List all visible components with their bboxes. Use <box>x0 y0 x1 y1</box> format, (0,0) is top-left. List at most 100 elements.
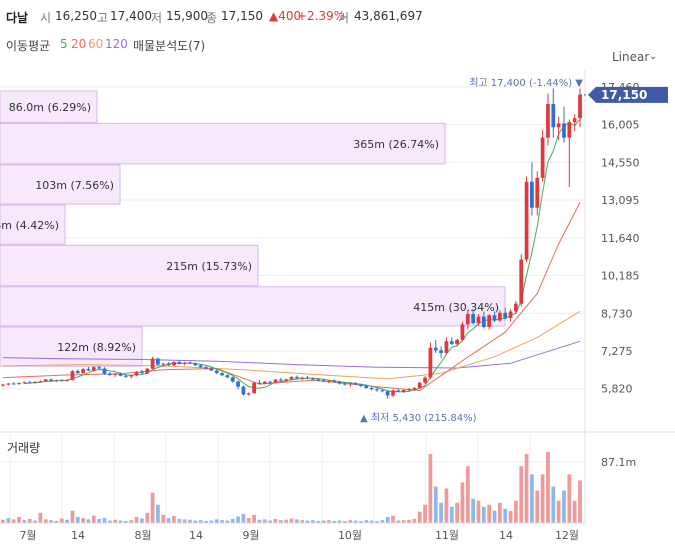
candle-body <box>236 381 240 387</box>
volume-bar <box>471 498 476 523</box>
candle-body <box>332 380 337 382</box>
volume-bar <box>530 474 534 523</box>
candle-body <box>246 393 251 395</box>
low-label: 저 <box>151 11 163 25</box>
candle-body <box>391 390 395 396</box>
ma-period-120[interactable]: 120 <box>105 37 128 51</box>
volume-bar <box>220 520 224 523</box>
volume-bar <box>385 516 390 523</box>
candle-body <box>193 363 198 366</box>
candle-body <box>423 377 427 383</box>
candle-body <box>156 358 160 365</box>
volume-bar <box>562 490 566 523</box>
volume-bar <box>70 510 75 523</box>
x-tick-label: 14 <box>71 529 85 542</box>
volume-bar <box>75 516 80 523</box>
volume-profile-label: 415m (30.34%) <box>413 301 499 314</box>
volume-bar <box>572 500 577 523</box>
moving-average-line <box>2 340 581 369</box>
volume-bar <box>225 520 230 523</box>
moving-average-label[interactable]: 이동평균 <box>6 39 51 53</box>
volume-bar <box>380 520 385 523</box>
candle-body <box>487 315 492 327</box>
volume-tick-label: 87.1m <box>601 456 636 469</box>
volume-bar <box>364 520 369 523</box>
candle-body <box>385 391 390 396</box>
volume-bar <box>476 500 481 523</box>
volume-profile-label[interactable]: 매물분석도(7) <box>133 39 206 53</box>
close-price: 17,150 <box>221 9 263 23</box>
candle-body <box>107 373 112 375</box>
volume-bar <box>455 502 459 523</box>
candle-body <box>65 379 69 381</box>
candle-body <box>198 365 203 368</box>
candle-body <box>75 371 80 374</box>
candle-body <box>514 303 518 312</box>
candle-body <box>70 371 75 380</box>
candle-body <box>337 381 342 384</box>
volume-bar <box>166 518 171 523</box>
volume-bar <box>348 520 353 523</box>
candle-body <box>524 181 529 260</box>
high-label: 고 <box>97 11 109 25</box>
current-price-label: 17,150 <box>601 88 647 102</box>
candle-body <box>262 381 267 384</box>
candle-body <box>225 375 230 378</box>
volume-bar <box>492 510 497 523</box>
volume-bar <box>428 454 433 523</box>
volume-bar <box>343 520 347 523</box>
volume-bar <box>257 519 262 523</box>
volume-bar <box>316 520 321 523</box>
volume-bar <box>22 520 27 523</box>
price-change: ▲400 <box>269 9 302 23</box>
candle-body <box>177 362 182 364</box>
volume-bar <box>401 520 406 523</box>
candle-body <box>327 380 331 382</box>
volume-bar <box>359 520 363 523</box>
candle-body <box>27 382 32 384</box>
x-tick-label: 12월 <box>555 529 579 542</box>
volume-bar <box>551 486 556 523</box>
volume-bar <box>177 518 182 523</box>
volume-bar <box>198 520 203 523</box>
volume-bar <box>49 520 53 523</box>
volume-bar <box>107 520 112 523</box>
candle-body <box>396 390 401 392</box>
volume-bar <box>156 504 160 523</box>
ma-period-5[interactable]: 5 <box>60 37 68 51</box>
volume-bar <box>1 519 5 523</box>
volume-bar <box>514 500 518 523</box>
candle-body <box>278 379 283 381</box>
volume-bar <box>124 520 128 523</box>
volume-bar <box>262 519 267 523</box>
volume-bar <box>204 520 208 523</box>
volume-bar <box>188 519 192 523</box>
volume-bar <box>54 520 59 523</box>
volume-bar <box>396 520 401 523</box>
volume-bar <box>289 518 294 523</box>
volume-bar <box>540 474 545 523</box>
candle-body <box>412 387 417 390</box>
volume-bar <box>519 466 524 523</box>
volume-bar <box>278 520 283 523</box>
volume-bar <box>439 502 443 523</box>
candle-body <box>33 381 37 383</box>
candle-body <box>476 316 481 324</box>
y-tick-label: 8,730 <box>601 307 633 320</box>
chevron-down-icon[interactable]: ⌄ <box>649 51 658 62</box>
x-tick-label: 7월 <box>19 529 36 542</box>
ma-period-20[interactable]: 20 <box>71 37 87 51</box>
volume-bar <box>214 519 219 523</box>
volume-bar <box>311 520 315 523</box>
scale-selector[interactable]: Linear <box>612 50 650 64</box>
candle-body <box>364 385 369 388</box>
candle-body <box>439 350 443 353</box>
volume-bar <box>118 520 123 523</box>
volume-bar <box>412 518 417 523</box>
volume-bar <box>444 488 449 523</box>
volume-bar <box>241 514 246 523</box>
ma-period-60[interactable]: 60 <box>88 37 104 51</box>
candle-body <box>369 387 374 390</box>
candle-body <box>562 123 566 138</box>
